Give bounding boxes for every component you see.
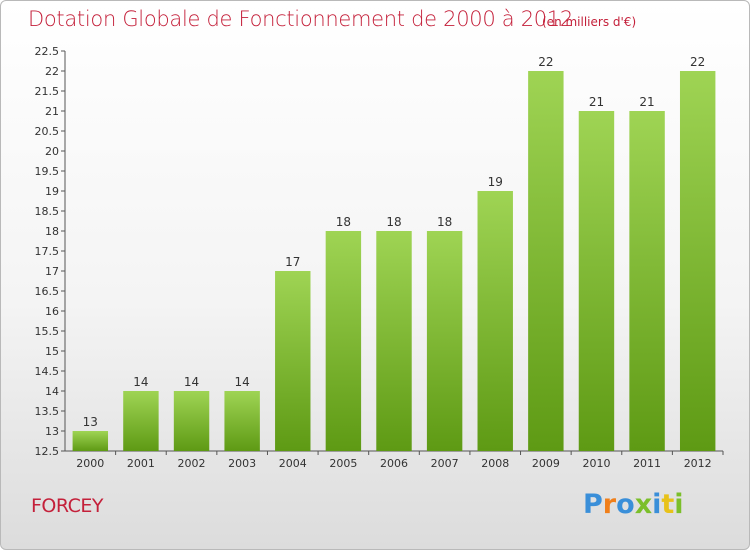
value-label: 13 bbox=[83, 415, 98, 429]
value-label: 18 bbox=[336, 215, 351, 229]
x-tick-label: 2003 bbox=[228, 457, 256, 470]
chart-title: Dotation Globale de Fonctionnement de 20… bbox=[28, 7, 573, 31]
y-tick-label: 13 bbox=[45, 425, 59, 438]
y-tick-label: 21 bbox=[45, 105, 59, 118]
bar bbox=[426, 231, 463, 451]
x-tick-label: 2007 bbox=[431, 457, 459, 470]
y-tick-label: 22 bbox=[45, 65, 59, 78]
value-label: 17 bbox=[285, 255, 300, 269]
x-tick-label: 2000 bbox=[76, 457, 104, 470]
y-tick-label: 15.5 bbox=[35, 325, 60, 338]
x-tick-label: 2009 bbox=[532, 457, 560, 470]
x-tick-label: 2004 bbox=[279, 457, 307, 470]
y-tick-label: 22.5 bbox=[35, 45, 60, 58]
logo-letter: i bbox=[674, 489, 684, 520]
y-tick-label: 18.5 bbox=[35, 205, 60, 218]
logo-letter: x bbox=[634, 489, 653, 520]
y-tick-label: 20 bbox=[45, 145, 59, 158]
value-label: 22 bbox=[690, 55, 705, 69]
y-tick-label: 14 bbox=[45, 385, 59, 398]
y-tick-label: 20.5 bbox=[35, 125, 60, 138]
bar bbox=[477, 191, 513, 451]
value-label: 14 bbox=[133, 375, 148, 389]
value-label: 21 bbox=[639, 95, 654, 109]
x-tick-label: 2008 bbox=[481, 457, 509, 470]
logo-letter: t bbox=[661, 489, 675, 520]
commune-name: FORCEY bbox=[31, 495, 104, 517]
bar bbox=[123, 391, 159, 451]
bar bbox=[173, 391, 210, 451]
x-tick-label: 2012 bbox=[684, 457, 712, 470]
bars bbox=[72, 71, 716, 451]
bar bbox=[376, 231, 412, 451]
value-label: 14 bbox=[184, 375, 199, 389]
y-tick-label: 19 bbox=[45, 185, 59, 198]
bar bbox=[528, 71, 564, 451]
bar bbox=[578, 111, 615, 451]
y-tick-label: 14.5 bbox=[35, 365, 60, 378]
y-axis-ticks: 12.5 13 13.5 14 14.5 15 15.5 16 16.5 17 17.5 18 18.5… bbox=[35, 45, 65, 458]
value-label: 18 bbox=[386, 215, 401, 229]
y-tick-label: 12.5 bbox=[35, 445, 60, 458]
logo-letter: o bbox=[616, 489, 635, 520]
bar bbox=[629, 111, 665, 451]
y-tick-label: 15 bbox=[45, 345, 59, 358]
y-tick-label: 17 bbox=[45, 265, 59, 278]
logo-letter: i bbox=[652, 489, 662, 520]
value-label: 21 bbox=[589, 95, 604, 109]
bar bbox=[679, 71, 716, 451]
y-tick-label: 18 bbox=[45, 225, 59, 238]
x-axis-ticks: 2000 2001 2002 2003 2004 2005 2006 2007 2008 2009… bbox=[76, 451, 724, 470]
bar bbox=[275, 271, 311, 451]
value-labels: 13 14 14 14 17 18 18 18 19 22 21 21 22 bbox=[83, 55, 706, 429]
x-tick-label: 2010 bbox=[582, 457, 610, 470]
x-tick-label: 2001 bbox=[127, 457, 155, 470]
value-label: 14 bbox=[235, 375, 250, 389]
x-tick-label: 2005 bbox=[329, 457, 357, 470]
bar bbox=[72, 431, 109, 451]
x-tick-label: 2002 bbox=[178, 457, 206, 470]
logo-letter: P bbox=[583, 489, 603, 520]
bar bbox=[224, 391, 260, 451]
y-tick-label: 16.5 bbox=[35, 285, 60, 298]
y-tick-label: 21.5 bbox=[35, 85, 60, 98]
logo-letter: r bbox=[602, 489, 617, 520]
value-label: 19 bbox=[488, 175, 503, 189]
bar bbox=[325, 231, 362, 451]
proxiti-logo[interactable]: Proxiti bbox=[583, 489, 684, 520]
y-tick-label: 13.5 bbox=[35, 405, 60, 418]
x-tick-label: 2006 bbox=[380, 457, 408, 470]
y-tick-label: 17.5 bbox=[35, 245, 60, 258]
y-tick-label: 19.5 bbox=[35, 165, 60, 178]
value-label: 22 bbox=[538, 55, 553, 69]
y-tick-label: 16 bbox=[45, 305, 59, 318]
value-label: 18 bbox=[437, 215, 452, 229]
x-tick-label: 2011 bbox=[633, 457, 661, 470]
chart-subtitle: (en milliers d'€) bbox=[542, 15, 637, 29]
